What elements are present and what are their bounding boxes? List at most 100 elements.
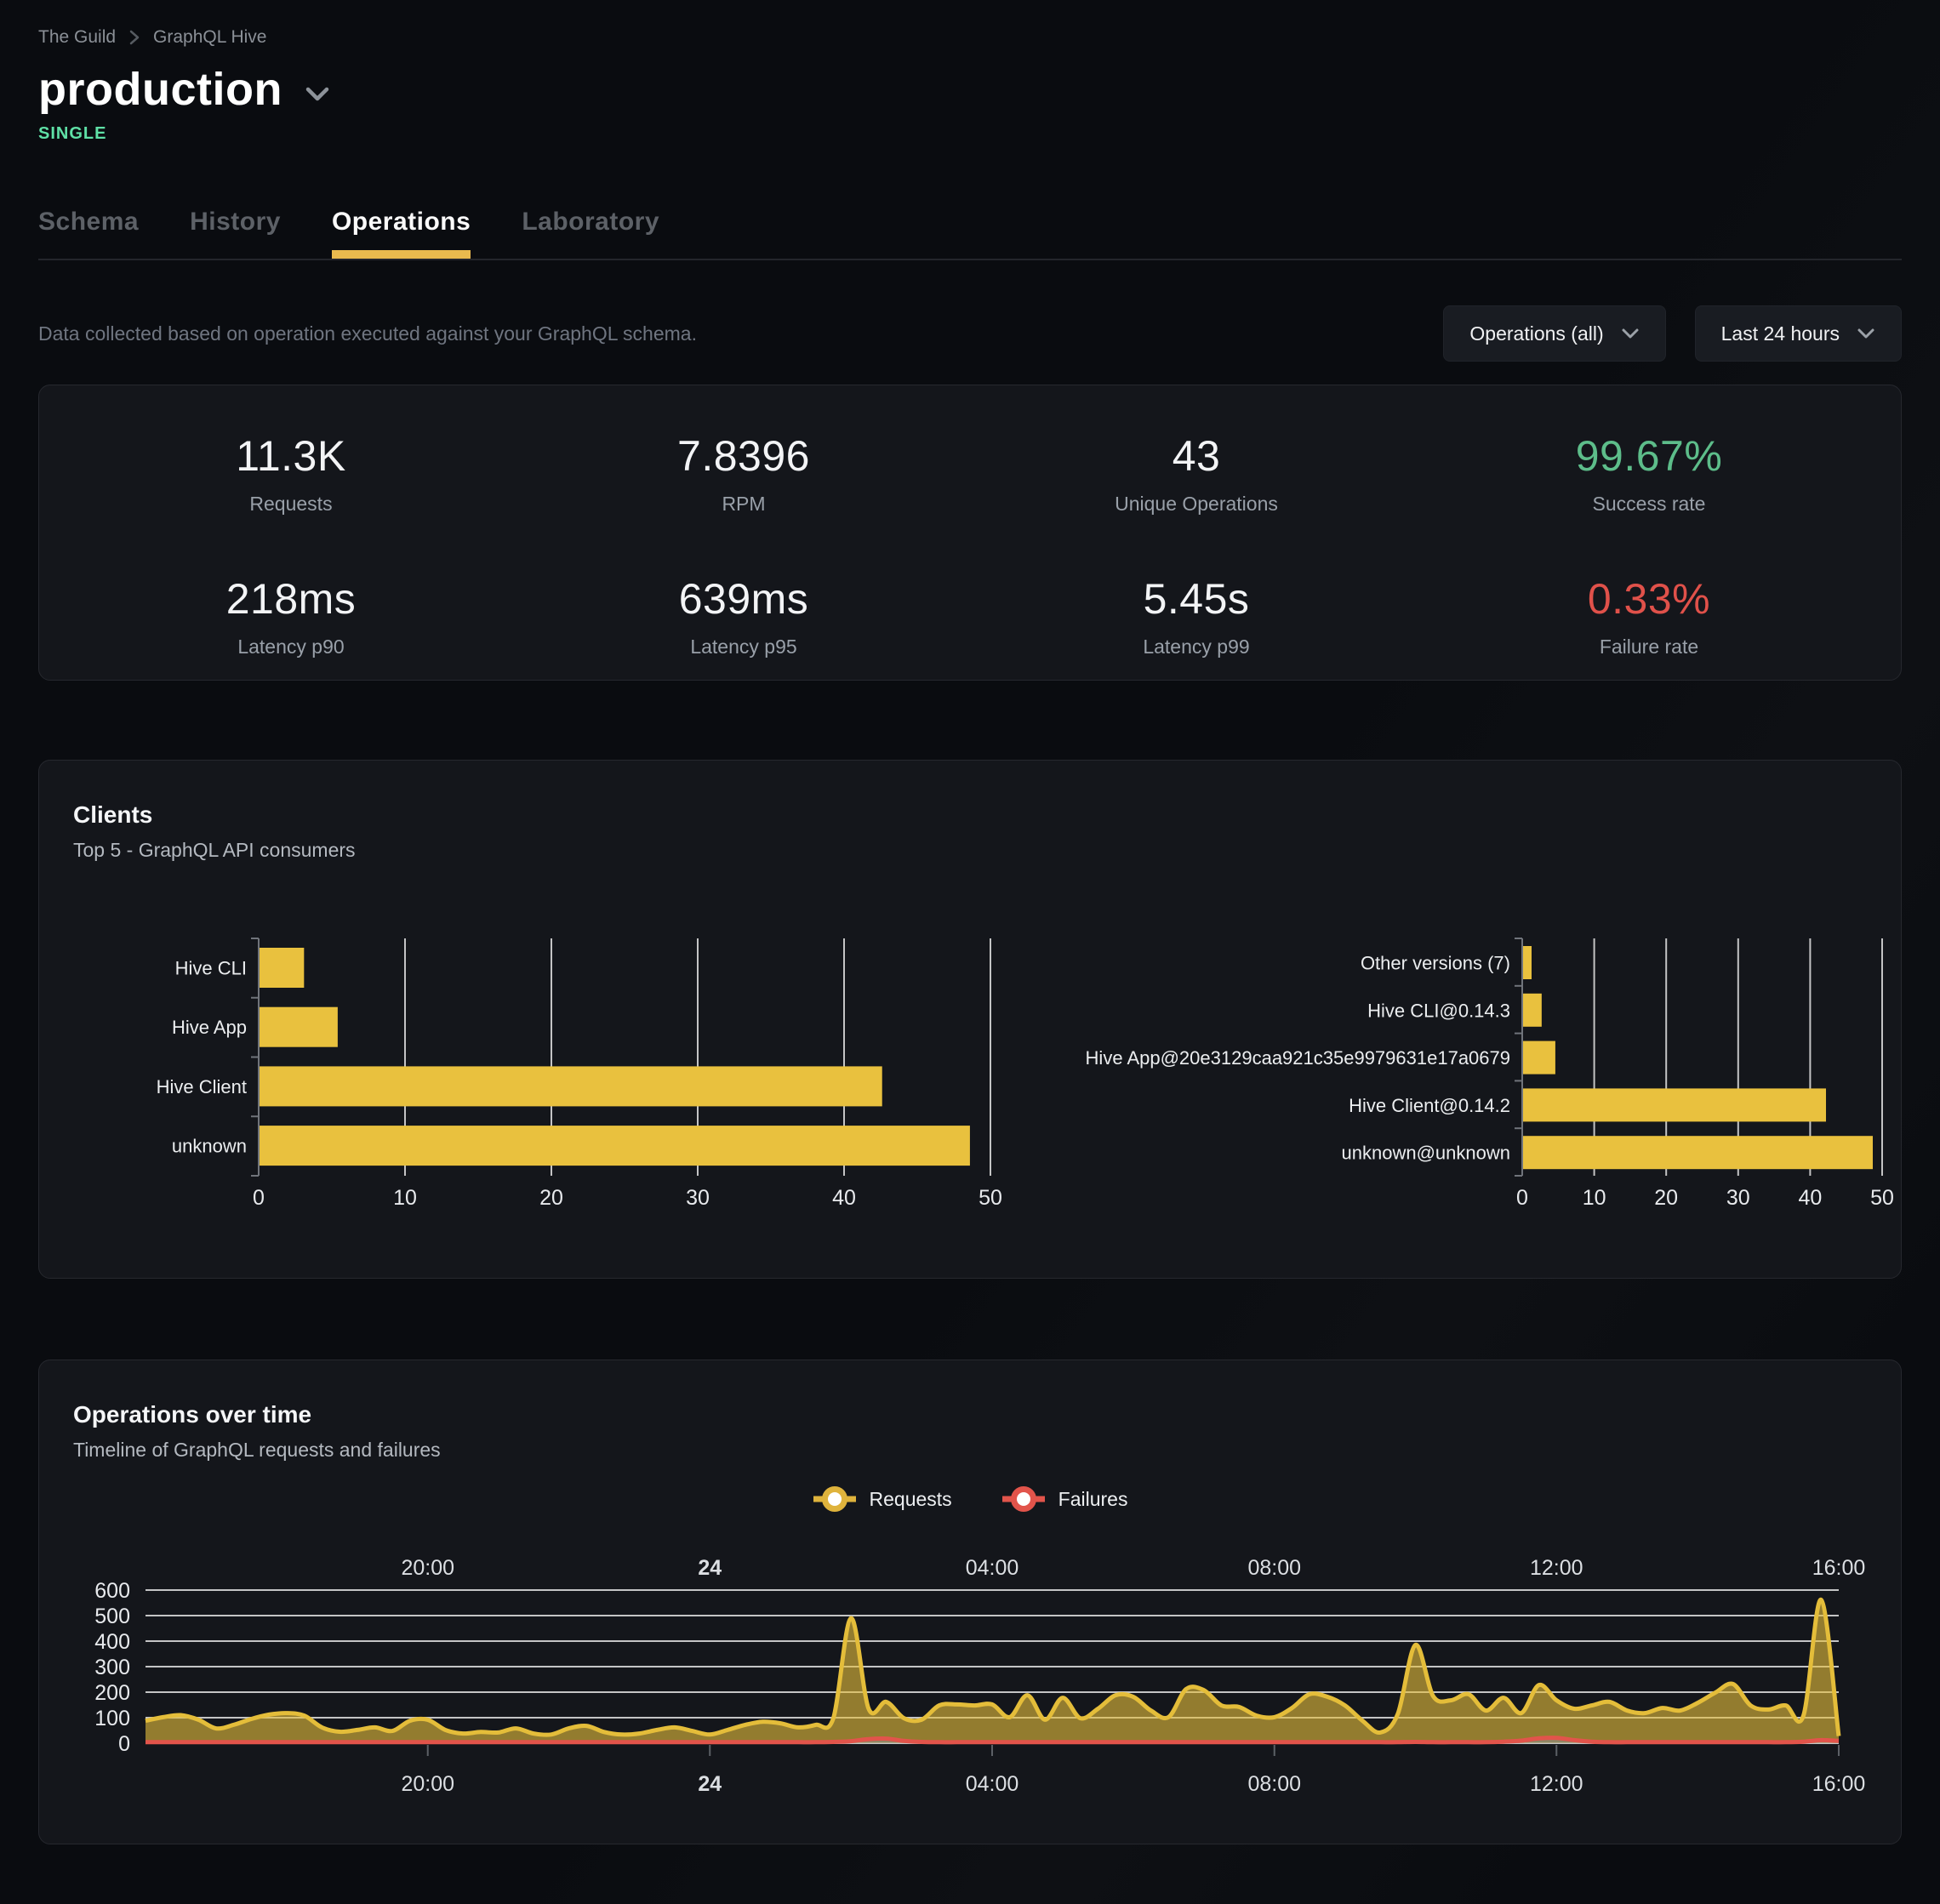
legend-label: Requests bbox=[869, 1487, 952, 1510]
stat-label: RPM bbox=[722, 493, 766, 515]
clients-title: Clients bbox=[73, 801, 153, 828]
legend-marker-icon bbox=[813, 1486, 856, 1512]
svg-text:04:00: 04:00 bbox=[966, 1772, 1019, 1796]
stat-label: Latency p99 bbox=[1143, 636, 1250, 658]
svg-text:24: 24 bbox=[698, 1556, 722, 1580]
operations-subtitle: Timeline of GraphQL requests and failure… bbox=[73, 1439, 441, 1461]
clients-card: Clients Top 5 - GraphQL API consumers Hi… bbox=[38, 760, 1902, 1279]
svg-text:Hive Client: Hive Client bbox=[157, 1076, 247, 1097]
page-header: The Guild GraphQL Hive production SINGLE… bbox=[0, 0, 1940, 260]
legend-label: Failures bbox=[1058, 1487, 1128, 1510]
svg-text:500: 500 bbox=[94, 1605, 130, 1628]
svg-text:12:00: 12:00 bbox=[1530, 1556, 1583, 1580]
stat-value: 7.8396 bbox=[677, 432, 810, 480]
stat-rpm: 7.8396 RPM bbox=[517, 431, 970, 537]
svg-text:Other versions (7): Other versions (7) bbox=[1361, 953, 1510, 974]
svg-text:50: 50 bbox=[1870, 1186, 1894, 1210]
clients-subtitle: Top 5 - GraphQL API consumers bbox=[73, 839, 356, 861]
bar-unknown[interactable] bbox=[260, 1126, 970, 1166]
stat-value: 43 bbox=[1172, 432, 1221, 480]
requests-area[interactable] bbox=[146, 1599, 1839, 1743]
stat-value: 5.45s bbox=[1143, 575, 1250, 623]
clients-by-name-chart[interactable]: Hive CLI Hive App Hive Client unknown 0 10 20 3… bbox=[73, 926, 1018, 1233]
bar-hive-cli[interactable] bbox=[260, 948, 305, 988]
svg-text:40: 40 bbox=[1798, 1186, 1822, 1210]
svg-text:Hive CLI@0.14.3: Hive CLI@0.14.3 bbox=[1367, 1000, 1510, 1021]
stat-failure-rate: 0.33% Failure rate bbox=[1423, 574, 1875, 680]
stat-value: 99.67% bbox=[1575, 432, 1723, 480]
svg-text:10: 10 bbox=[1583, 1186, 1606, 1210]
svg-text:08:00: 08:00 bbox=[1247, 1772, 1301, 1796]
stat-value: 218ms bbox=[225, 575, 357, 623]
bar-hive-app-20e3129caa921c35e9979631e17a0679[interactable] bbox=[1523, 1040, 1555, 1075]
stat-value: 639ms bbox=[678, 575, 809, 623]
stat-latency-p90: 218ms Latency p90 bbox=[65, 574, 517, 680]
bar-hive-client-0-14-2[interactable] bbox=[1523, 1088, 1827, 1122]
operations-filter-label: Operations (all) bbox=[1469, 322, 1604, 345]
bar-hive-cli-0-14-3[interactable] bbox=[1523, 993, 1542, 1027]
breadcrumb: The Guild GraphQL Hive bbox=[38, 26, 1902, 49]
svg-text:unknown@unknown: unknown@unknown bbox=[1342, 1143, 1510, 1164]
svg-text:20:00: 20:00 bbox=[401, 1772, 454, 1796]
tab-schema[interactable]: Schema bbox=[38, 208, 140, 236]
period-filter-button[interactable]: Last 24 hours bbox=[1694, 305, 1902, 362]
stat-label: Latency p90 bbox=[237, 636, 345, 658]
stats-card: 11.3K Requests 7.8396 RPM 43 Unique Operation… bbox=[38, 385, 1902, 681]
svg-text:Hive App@20e3129caa921c35e9979: Hive App@20e3129caa921c35e9979631e17a067… bbox=[1086, 1047, 1510, 1069]
svg-text:08:00: 08:00 bbox=[1247, 1556, 1301, 1580]
chevron-down-icon[interactable] bbox=[305, 86, 330, 102]
svg-text:16:00: 16:00 bbox=[1812, 1772, 1866, 1796]
svg-text:0: 0 bbox=[253, 1186, 265, 1210]
chevron-down-icon bbox=[1621, 328, 1640, 339]
svg-text:Hive App: Hive App bbox=[172, 1017, 247, 1038]
chart-legend: Requests Failures bbox=[39, 1485, 1901, 1514]
stat-latency-p95: 639ms Latency p95 bbox=[517, 574, 970, 680]
svg-text:Hive Client@0.14.2: Hive Client@0.14.2 bbox=[1349, 1095, 1510, 1116]
svg-text:50: 50 bbox=[979, 1186, 1002, 1210]
stat-label: Success rate bbox=[1592, 493, 1706, 515]
stat-unique-operations: 43 Unique Operations bbox=[970, 431, 1423, 537]
svg-text:0: 0 bbox=[118, 1732, 130, 1756]
stat-value: 11.3K bbox=[236, 432, 346, 480]
stat-requests: 11.3K Requests bbox=[65, 431, 517, 537]
toolbar: Data collected based on operation execut… bbox=[38, 305, 1902, 362]
svg-text:16:00: 16:00 bbox=[1812, 1556, 1866, 1580]
tab-laboratory[interactable]: Laboratory bbox=[522, 208, 660, 236]
legend-marker-icon bbox=[1001, 1486, 1045, 1512]
svg-text:20: 20 bbox=[539, 1186, 563, 1210]
svg-text:20: 20 bbox=[1654, 1186, 1678, 1210]
requests-line[interactable] bbox=[145, 1597, 1841, 1737]
target-type-badge: SINGLE bbox=[38, 124, 107, 143]
chevron-right-icon bbox=[129, 29, 140, 46]
failures-line[interactable] bbox=[146, 1736, 1840, 1745]
tab-operations[interactable]: Operations bbox=[331, 208, 471, 259]
toolbar-description: Data collected based on operation execut… bbox=[38, 322, 697, 345]
svg-text:400: 400 bbox=[94, 1630, 130, 1654]
legend-item-requests[interactable]: Requests bbox=[813, 1485, 952, 1514]
svg-text:200: 200 bbox=[94, 1681, 130, 1705]
stat-label: Requests bbox=[249, 493, 333, 515]
svg-text:30: 30 bbox=[686, 1186, 710, 1210]
svg-text:100: 100 bbox=[94, 1707, 130, 1730]
svg-text:600: 600 bbox=[94, 1579, 130, 1603]
svg-text:300: 300 bbox=[94, 1656, 130, 1679]
stat-success-rate: 99.67% Success rate bbox=[1423, 431, 1875, 537]
svg-text:20:00: 20:00 bbox=[401, 1556, 454, 1580]
stat-label: Latency p95 bbox=[690, 636, 797, 658]
bar-other-versions-7-[interactable] bbox=[1523, 946, 1532, 979]
breadcrumb-project[interactable]: GraphQL Hive bbox=[153, 27, 267, 47]
clients-by-version-chart[interactable]: Other versions (7) Hive CLI@0.14.3 Hive Ap… bbox=[979, 926, 1903, 1233]
legend-item-failures[interactable]: Failures bbox=[1001, 1485, 1128, 1514]
svg-text:12:00: 12:00 bbox=[1530, 1772, 1583, 1796]
bar-unknown-unknown[interactable] bbox=[1523, 1136, 1874, 1170]
period-filter-label: Last 24 hours bbox=[1720, 322, 1840, 345]
breadcrumb-org[interactable]: The Guild bbox=[38, 27, 117, 47]
tab-history[interactable]: History bbox=[190, 208, 281, 236]
tabs: Schema History Operations Laboratory bbox=[38, 208, 1902, 260]
stat-label: Unique Operations bbox=[1115, 493, 1278, 515]
bar-hive-client[interactable] bbox=[260, 1066, 882, 1107]
chevron-down-icon bbox=[1857, 328, 1875, 339]
operations-filter-button[interactable]: Operations (all) bbox=[1443, 305, 1666, 362]
bar-hive-app[interactable] bbox=[260, 1006, 338, 1047]
